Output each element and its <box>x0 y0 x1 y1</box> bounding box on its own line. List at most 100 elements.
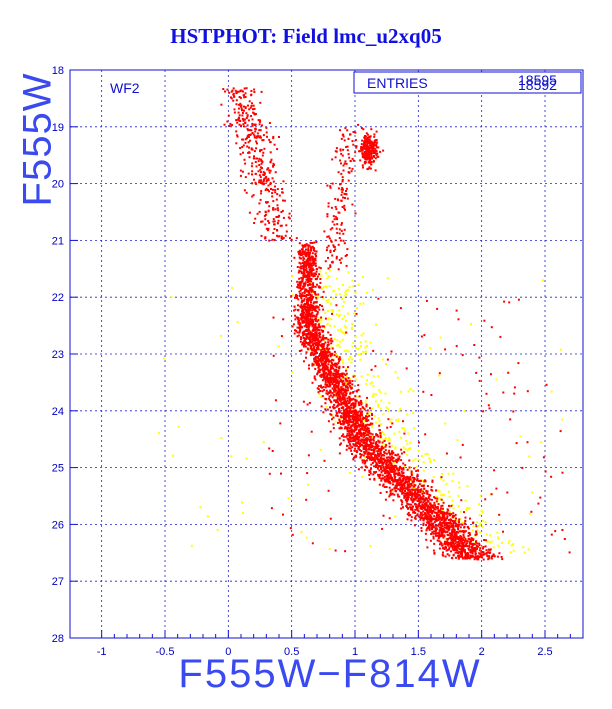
data-point <box>365 401 367 403</box>
data-point <box>407 476 409 478</box>
data-point <box>328 202 330 204</box>
data-point <box>340 162 342 164</box>
data-point <box>377 404 379 406</box>
data-point <box>415 504 417 506</box>
data-point <box>447 553 449 555</box>
data-point <box>356 414 358 416</box>
data-point <box>458 505 460 507</box>
data-point <box>543 456 545 458</box>
data-point <box>479 549 481 551</box>
data-point <box>358 402 360 404</box>
data-point <box>423 461 425 463</box>
data-point <box>246 117 248 119</box>
data-point <box>353 312 355 314</box>
data-point <box>395 460 397 462</box>
data-point <box>414 517 416 519</box>
data-point <box>346 445 348 447</box>
data-point <box>375 149 377 151</box>
data-point <box>413 467 415 469</box>
data-point <box>274 223 276 225</box>
data-point <box>304 252 306 254</box>
data-point <box>521 467 523 469</box>
data-point <box>475 557 477 559</box>
data-point <box>229 125 231 127</box>
data-point <box>240 90 242 92</box>
data-point <box>245 92 247 94</box>
data-point <box>335 294 337 296</box>
data-point <box>366 448 368 450</box>
data-point <box>339 129 341 131</box>
data-point <box>502 531 504 533</box>
data-point <box>542 279 544 281</box>
data-point <box>240 153 242 155</box>
data-point <box>447 538 449 540</box>
data-point <box>323 286 325 288</box>
data-point <box>333 246 335 248</box>
data-point <box>351 327 353 329</box>
data-point <box>262 221 264 223</box>
data-point <box>340 328 342 330</box>
data-point <box>246 192 248 194</box>
data-point <box>415 470 417 472</box>
data-point <box>349 134 351 136</box>
data-point <box>329 351 331 353</box>
data-point <box>401 427 403 429</box>
data-point <box>417 474 419 476</box>
data-point <box>300 314 302 316</box>
data-point <box>344 350 346 352</box>
data-point <box>441 473 443 475</box>
data-point <box>327 355 329 357</box>
data-point <box>372 439 374 441</box>
data-point <box>332 298 334 300</box>
data-point <box>316 284 318 286</box>
data-point <box>268 179 270 181</box>
data-point <box>402 507 404 509</box>
data-point <box>420 527 422 529</box>
data-point <box>234 108 236 110</box>
data-point <box>456 549 458 551</box>
data-point <box>451 480 453 482</box>
data-point <box>327 257 329 259</box>
data-point <box>344 242 346 244</box>
data-point <box>255 161 257 163</box>
data-point <box>458 551 460 553</box>
data-point <box>293 257 295 259</box>
data-point <box>462 539 464 541</box>
data-point <box>550 476 552 478</box>
data-point <box>335 380 337 382</box>
data-point <box>408 481 410 483</box>
data-point <box>244 122 246 124</box>
data-point <box>417 469 419 471</box>
data-point <box>230 455 232 457</box>
data-point <box>291 275 293 277</box>
data-point <box>448 519 450 521</box>
data-point <box>462 545 464 547</box>
data-point <box>232 100 234 102</box>
data-point <box>529 513 531 515</box>
data-point <box>226 121 228 123</box>
data-point <box>348 402 350 404</box>
data-point <box>330 187 332 189</box>
data-point <box>355 336 357 338</box>
data-point <box>396 454 398 456</box>
data-point <box>387 470 389 472</box>
data-point <box>440 542 442 544</box>
data-point <box>323 356 325 358</box>
data-point <box>245 112 247 114</box>
data-point <box>273 317 275 319</box>
data-point <box>304 321 306 323</box>
data-point <box>368 157 370 159</box>
data-point <box>282 200 284 202</box>
data-point <box>399 484 401 486</box>
data-point <box>359 457 361 459</box>
data-points <box>158 87 571 560</box>
data-point <box>442 512 444 514</box>
data-point <box>308 338 310 340</box>
data-point <box>343 417 345 419</box>
data-point <box>340 148 342 150</box>
data-point <box>398 474 400 476</box>
data-point <box>354 151 356 153</box>
data-point <box>327 369 329 371</box>
data-point <box>358 468 360 470</box>
data-point <box>259 174 261 176</box>
